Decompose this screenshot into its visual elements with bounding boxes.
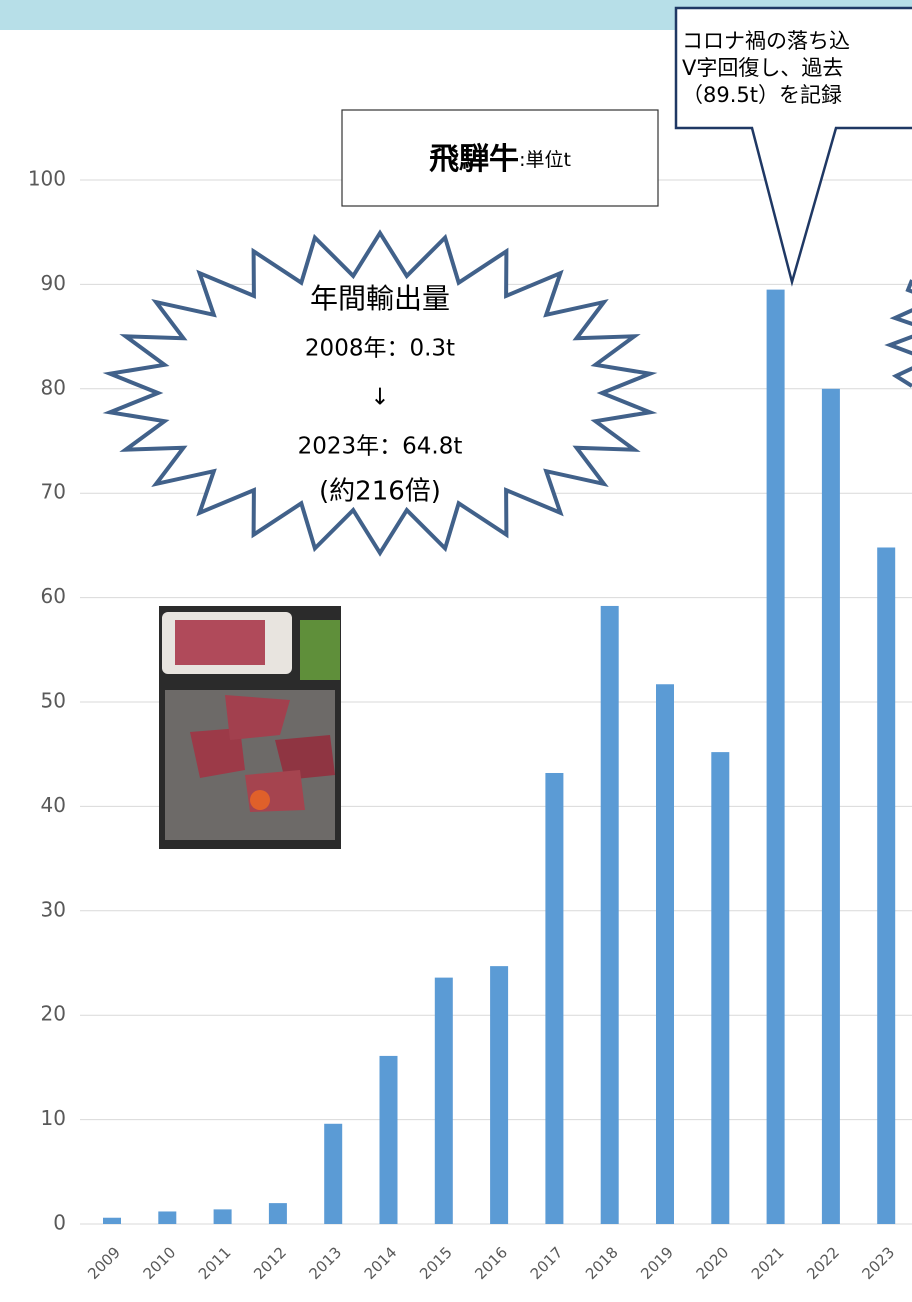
callout-text: （89.5t）を記録 [682,83,842,107]
y-tick-label: 40 [41,793,66,817]
starburst-right [884,279,912,388]
bar [324,1123,343,1224]
y-tick-label: 0 [53,1211,66,1235]
x-tick-label: 2016 [471,1243,511,1283]
title-box [341,109,659,207]
bar [656,684,674,1224]
callout-text: コロナ禍の落ち込 [682,29,850,53]
x-tick-label: 2020 [693,1243,733,1283]
y-tick-label: 30 [41,897,66,921]
bar [434,977,453,1224]
bar [821,388,840,1224]
burst-text: 年間輸出量 [310,282,450,315]
y-tick-label: 20 [41,1002,66,1026]
x-tick-label: 2009 [84,1243,124,1283]
y-tick-label: 100 [28,167,66,191]
burst-text: 2008年：0.3t [305,336,455,362]
callout [674,6,912,287]
y-tick-label: 60 [41,584,66,608]
x-tick-label: 2017 [527,1243,567,1283]
y-tick-label: 90 [41,271,66,295]
y-tick-label: 10 [41,1106,66,1130]
title-unit: :単位t [519,149,571,171]
bar [545,772,564,1224]
bar [766,289,785,1224]
chart-title: 飛騨牛:単位t [429,142,571,177]
bar [103,1217,121,1224]
x-tick-label: 2011 [195,1243,235,1283]
burst-text: 2023年：64.8t [298,434,463,460]
bar [213,1209,232,1224]
y-tick-label: 80 [41,375,66,399]
x-tick-label: 2018 [582,1243,622,1283]
x-tick-label: 2010 [140,1243,180,1283]
bar [877,547,896,1224]
x-tick-label: 2013 [305,1243,345,1283]
bar [268,1203,287,1224]
burst-text: (約216倍) [319,477,441,507]
x-tick-label: 2022 [803,1243,843,1283]
x-tick-label: 2015 [416,1243,456,1283]
x-tick-label: 2021 [748,1243,788,1283]
burst-text: ↓ [370,385,389,411]
meat-photo [159,606,341,849]
bar [490,966,509,1224]
title-main: 飛騨牛 [429,142,519,177]
bar [711,752,730,1224]
y-tick-label: 50 [41,689,66,713]
bar [158,1211,177,1224]
x-tick-label: 2023 [858,1243,898,1283]
bar [379,1055,398,1224]
x-tick-label: 2014 [361,1243,401,1283]
bar [600,605,619,1224]
x-tick-label: 2012 [250,1243,290,1283]
callout-text: V字回復し、過去 [682,56,843,80]
x-tick-label: 2019 [637,1243,677,1283]
starburst [102,229,658,557]
y-tick-label: 70 [41,480,66,504]
